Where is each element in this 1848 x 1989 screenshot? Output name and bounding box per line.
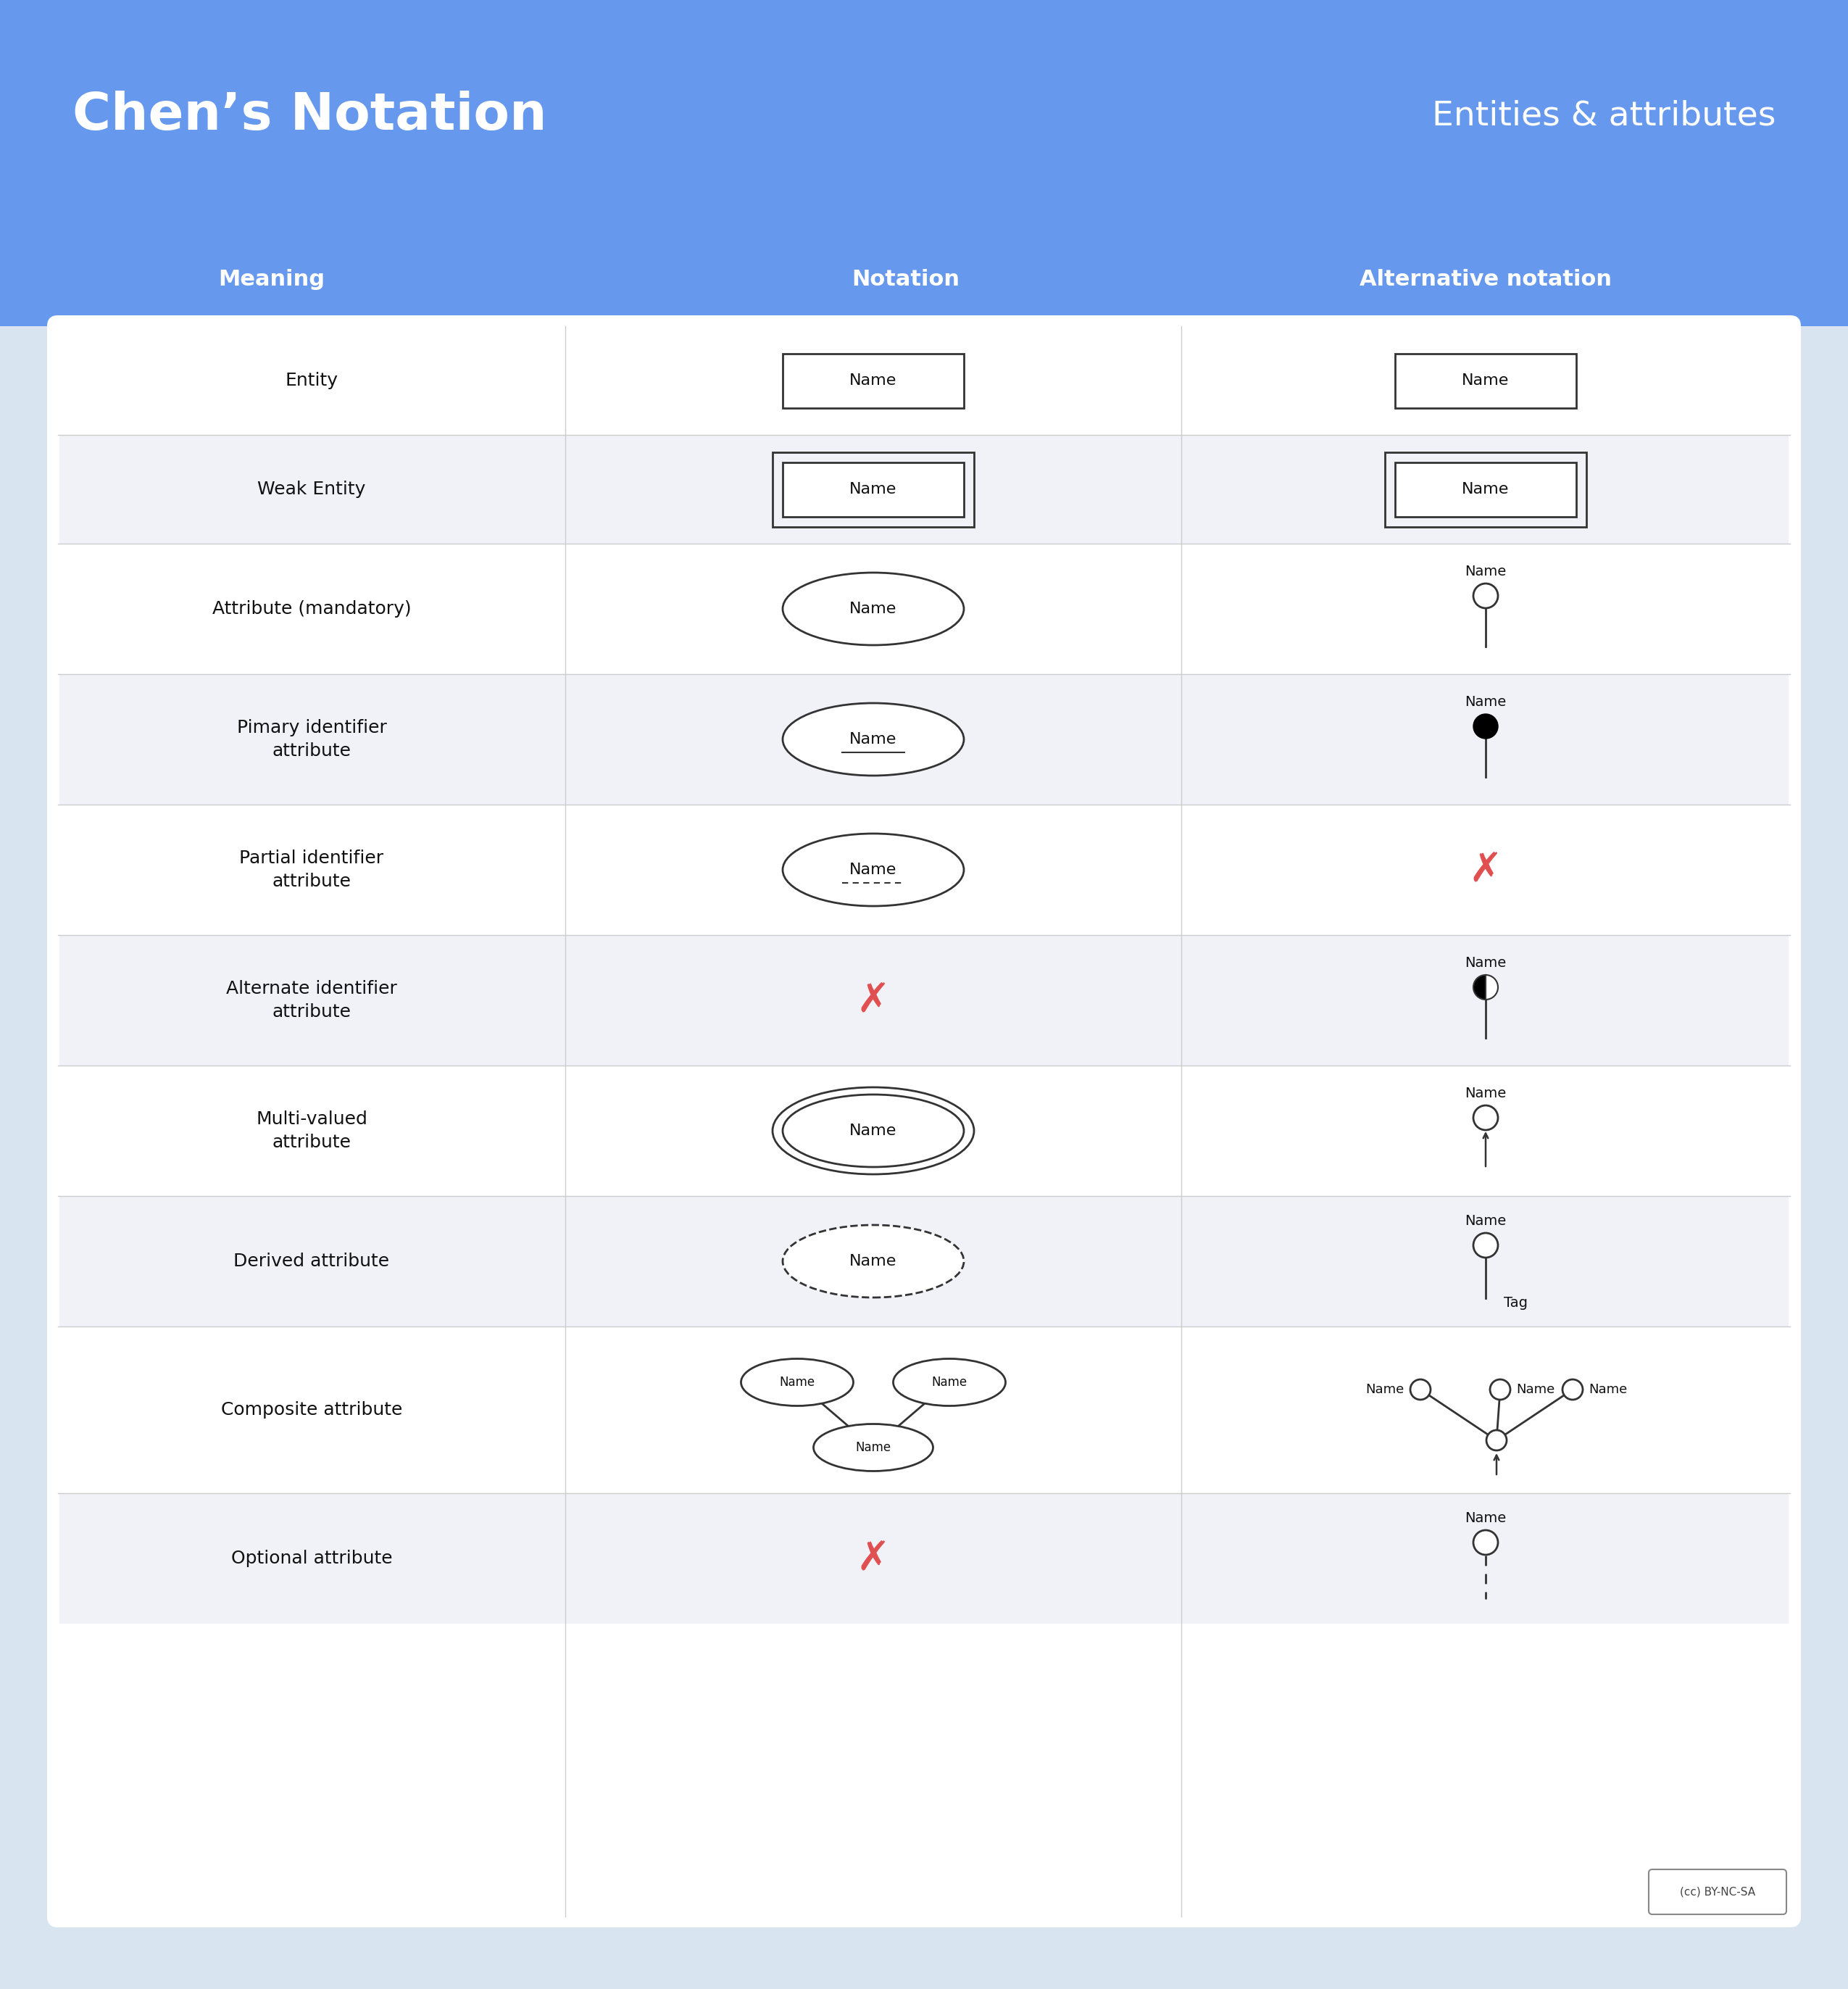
Ellipse shape — [813, 1424, 933, 1472]
Ellipse shape — [784, 833, 965, 907]
FancyBboxPatch shape — [784, 461, 965, 517]
Circle shape — [1489, 1380, 1510, 1400]
Text: (cc) BY-NC-SA: (cc) BY-NC-SA — [1680, 1886, 1756, 1898]
Text: Name: Name — [1462, 374, 1510, 388]
Circle shape — [1410, 1380, 1430, 1400]
Text: Name: Name — [850, 732, 896, 746]
Text: Weak Entity: Weak Entity — [257, 481, 366, 497]
Text: Name: Name — [1465, 1213, 1506, 1227]
Circle shape — [1473, 1233, 1499, 1257]
Wedge shape — [1473, 975, 1486, 1000]
Circle shape — [1486, 1430, 1506, 1450]
Text: Attribute (mandatory): Attribute (mandatory) — [213, 601, 410, 617]
Text: Entity: Entity — [285, 372, 338, 390]
Text: Name: Name — [850, 863, 896, 877]
Text: Name: Name — [1465, 1086, 1506, 1100]
Text: Partial identifier
attribute: Partial identifier attribute — [240, 849, 384, 889]
FancyBboxPatch shape — [1395, 461, 1576, 517]
Text: Tag: Tag — [1504, 1295, 1528, 1309]
Circle shape — [1473, 583, 1499, 609]
Text: Name: Name — [856, 1440, 891, 1454]
FancyBboxPatch shape — [59, 1195, 1789, 1327]
Ellipse shape — [784, 573, 965, 644]
Text: Meaning: Meaning — [218, 269, 325, 290]
Circle shape — [1473, 975, 1499, 1000]
Text: Name: Name — [850, 601, 896, 617]
Text: ✗: ✗ — [856, 1539, 891, 1577]
Text: Notation: Notation — [852, 269, 959, 290]
Text: Name: Name — [850, 374, 896, 388]
FancyBboxPatch shape — [0, 233, 1848, 326]
FancyBboxPatch shape — [59, 326, 1789, 436]
Text: Alternative notation: Alternative notation — [1360, 269, 1611, 290]
Ellipse shape — [784, 702, 965, 776]
Text: Entities & attributes: Entities & attributes — [1432, 99, 1776, 133]
FancyBboxPatch shape — [1395, 354, 1576, 408]
Text: Name: Name — [1465, 565, 1506, 579]
FancyBboxPatch shape — [59, 935, 1789, 1066]
FancyBboxPatch shape — [784, 354, 965, 408]
Text: ✗: ✗ — [1469, 849, 1502, 889]
Text: Derived attribute: Derived attribute — [233, 1253, 390, 1269]
Text: Name: Name — [1465, 957, 1506, 969]
Circle shape — [1473, 1106, 1499, 1130]
Text: Name: Name — [1515, 1382, 1554, 1396]
Text: Name: Name — [1465, 694, 1506, 708]
Circle shape — [1473, 714, 1499, 738]
FancyBboxPatch shape — [1648, 1870, 1787, 1913]
Text: Chen’s Notation: Chen’s Notation — [72, 91, 547, 141]
FancyBboxPatch shape — [59, 806, 1789, 935]
Ellipse shape — [784, 1094, 965, 1168]
Text: Alternate identifier
attribute: Alternate identifier attribute — [225, 981, 397, 1020]
Text: Pimary identifier
attribute: Pimary identifier attribute — [237, 720, 386, 760]
Text: Name: Name — [850, 1253, 896, 1269]
FancyBboxPatch shape — [59, 1066, 1789, 1195]
FancyBboxPatch shape — [0, 0, 1848, 233]
Text: Name: Name — [850, 481, 896, 497]
Ellipse shape — [784, 1225, 965, 1297]
Text: Name: Name — [850, 1124, 896, 1138]
Text: Name: Name — [1589, 1382, 1626, 1396]
Text: Name: Name — [931, 1376, 967, 1388]
Text: Multi-valued
attribute: Multi-valued attribute — [255, 1110, 368, 1152]
Wedge shape — [1486, 975, 1499, 1000]
FancyBboxPatch shape — [46, 316, 1802, 1927]
FancyBboxPatch shape — [59, 674, 1789, 806]
FancyBboxPatch shape — [59, 1327, 1789, 1494]
Text: Name: Name — [1366, 1382, 1404, 1396]
FancyBboxPatch shape — [59, 436, 1789, 543]
FancyBboxPatch shape — [59, 543, 1789, 674]
Text: Composite attribute: Composite attribute — [222, 1400, 403, 1418]
Text: Optional attribute: Optional attribute — [231, 1549, 392, 1567]
Text: Name: Name — [780, 1376, 815, 1388]
Circle shape — [1562, 1380, 1582, 1400]
Circle shape — [1473, 1530, 1499, 1555]
Text: Name: Name — [1462, 481, 1510, 497]
Ellipse shape — [893, 1358, 1005, 1406]
Text: ✗: ✗ — [856, 981, 891, 1020]
FancyBboxPatch shape — [59, 1494, 1789, 1623]
Ellipse shape — [741, 1358, 854, 1406]
Text: Name: Name — [1465, 1512, 1506, 1526]
